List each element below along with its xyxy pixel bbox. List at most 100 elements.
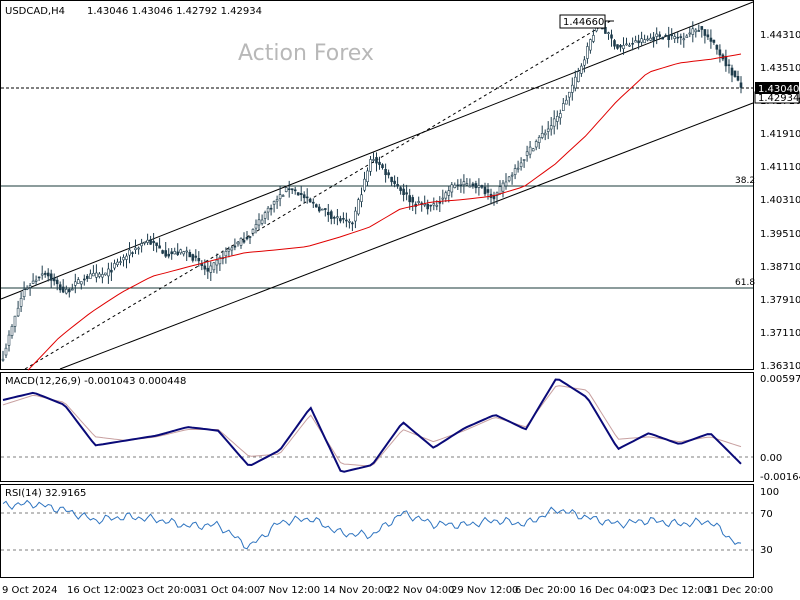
macd-title: MACD(12,26,9) -0.001043 0.000448 xyxy=(5,376,186,387)
candle-body xyxy=(384,169,387,176)
moving-average-line xyxy=(27,53,742,371)
time-tick-label: 9 Oct 2024 xyxy=(2,585,57,596)
candle-body xyxy=(583,59,586,66)
candle-body xyxy=(631,42,634,45)
candle-body xyxy=(86,275,89,279)
candle-body xyxy=(314,204,318,208)
candle-body xyxy=(155,242,158,246)
candle-body xyxy=(408,195,412,203)
price-tick-label: 1.37910 xyxy=(760,295,800,306)
main-pane xyxy=(0,0,754,370)
candle-body xyxy=(4,347,8,356)
candle-body xyxy=(580,65,583,74)
price-tick-label: 1.38710 xyxy=(760,262,800,273)
candle-body xyxy=(46,272,50,277)
candle-body xyxy=(140,243,143,247)
candle-body xyxy=(586,46,589,59)
time-tick-label: 14 Nov 20:00 xyxy=(323,585,390,596)
swing-high-box xyxy=(559,14,606,29)
candle-body xyxy=(98,273,101,277)
candle-body xyxy=(372,159,375,161)
time-tick-label: 31 Oct 04:00 xyxy=(195,585,260,596)
candle-body xyxy=(311,201,315,204)
candle-body xyxy=(589,39,592,51)
candle-body xyxy=(13,315,17,327)
candle-body xyxy=(676,36,680,39)
candle-body xyxy=(610,34,613,39)
candle-body xyxy=(28,285,32,288)
candle-body xyxy=(65,288,68,294)
candle-body xyxy=(290,188,294,191)
candle-body xyxy=(715,44,719,50)
candle-body xyxy=(200,263,204,266)
candle-body xyxy=(161,250,164,254)
candle-body xyxy=(272,201,276,205)
candle-body xyxy=(634,40,637,43)
candle-body xyxy=(242,240,246,243)
candle-body xyxy=(146,239,149,243)
candle-body xyxy=(622,45,625,50)
candle-body xyxy=(628,44,631,47)
candle-body xyxy=(519,162,523,167)
candle-body xyxy=(227,248,231,252)
macd-pane xyxy=(0,372,754,482)
candle-body xyxy=(459,184,463,186)
candle-body xyxy=(308,198,312,203)
candle-body xyxy=(176,251,179,255)
candle-body xyxy=(158,245,161,249)
candle-body xyxy=(522,159,526,161)
candle-body xyxy=(275,199,279,202)
candle-body xyxy=(296,192,300,196)
price-tick-label: 1.40310 xyxy=(760,195,800,206)
candle-body xyxy=(552,118,556,127)
candle-body xyxy=(164,250,167,257)
candle-body xyxy=(561,103,565,111)
candle-body xyxy=(89,273,92,279)
candle-body xyxy=(25,287,29,290)
channel-lower-line xyxy=(59,102,754,370)
candle-body xyxy=(110,269,113,273)
candle-body xyxy=(450,184,454,193)
candle-body xyxy=(320,208,324,211)
candle-body xyxy=(40,273,44,276)
last-price-box xyxy=(755,82,799,94)
candle-body xyxy=(378,161,381,165)
candle-body xyxy=(58,284,62,291)
candle-body xyxy=(504,181,508,187)
candle-body xyxy=(125,255,128,260)
rsi-tick-label: 70 xyxy=(760,509,773,520)
candle-body xyxy=(739,82,743,88)
price-tick-label: 1.43510 xyxy=(760,63,800,74)
candle-body xyxy=(549,125,553,130)
candle-body xyxy=(203,265,207,270)
candle-body xyxy=(664,34,668,37)
time-tick-label: 22 Nov 04:00 xyxy=(387,585,454,596)
candle-body xyxy=(429,204,433,207)
candle-body xyxy=(197,257,201,262)
candle-body xyxy=(34,279,38,282)
candles-group xyxy=(1,16,743,362)
candle-body xyxy=(453,184,457,189)
candle-body xyxy=(435,205,439,207)
candle-body xyxy=(646,38,649,41)
candle-body xyxy=(670,34,674,37)
price-tick-label: 1.37110 xyxy=(760,328,800,339)
candle-body xyxy=(456,184,460,187)
candle-body xyxy=(287,188,291,190)
candle-body xyxy=(339,218,342,222)
candle-body xyxy=(423,203,427,206)
candle-body xyxy=(652,36,655,41)
candle-body xyxy=(673,36,677,40)
current-price-label: 1.42934 xyxy=(758,93,799,104)
candle-body xyxy=(483,186,487,195)
candle-body xyxy=(546,128,550,132)
candle-body xyxy=(278,194,282,199)
candle-body xyxy=(245,237,249,240)
candle-body xyxy=(447,190,451,196)
candle-body xyxy=(254,224,258,229)
candle-body xyxy=(224,251,228,257)
time-tick-label: 31 Dec 20:00 xyxy=(706,585,773,596)
candle-body xyxy=(185,250,188,253)
candle-body xyxy=(573,76,577,89)
